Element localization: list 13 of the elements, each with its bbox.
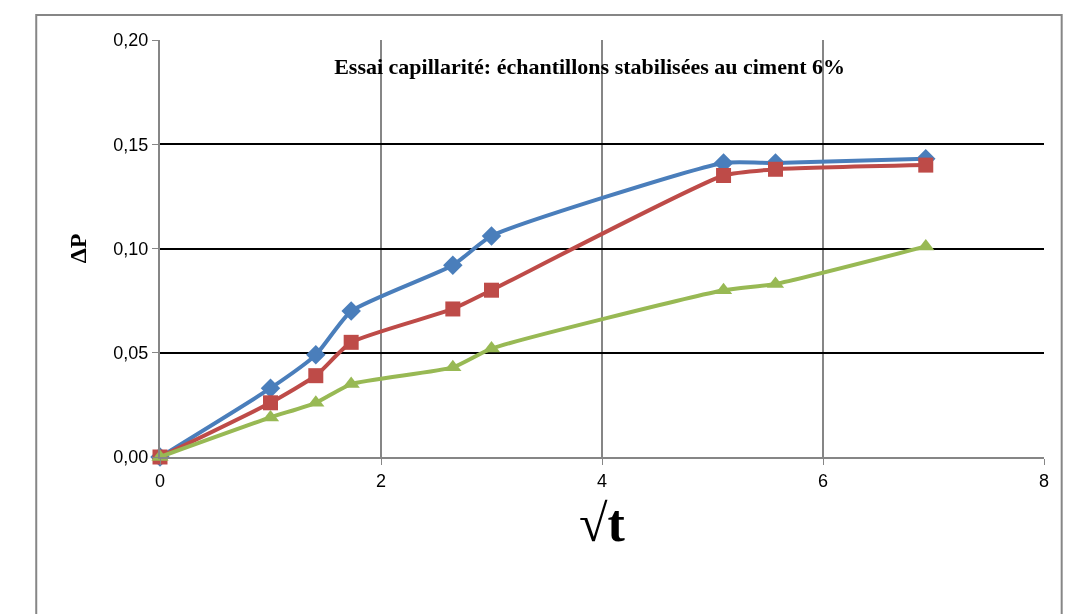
y-tick-label: 0,20 — [113, 30, 149, 51]
x-tick-label: 8 — [1038, 470, 1050, 491]
x-tick-label: 4 — [596, 470, 608, 491]
y-tick-label: 0,05 — [113, 343, 149, 364]
y-tick-label: 0,00 — [113, 447, 149, 468]
text: Essai capillarité: échantillons stabilisées au ciment 6% — [334, 53, 846, 79]
x-tick-label: 2 — [375, 470, 387, 491]
y-tick-label: 0,15 — [113, 134, 149, 155]
x-axis-title: √t — [579, 495, 626, 552]
x-tick-label: 6 — [817, 470, 829, 491]
y-tick-label: 0,10 — [113, 238, 149, 259]
y-axis-title: ΔP — [64, 233, 91, 264]
x-tick-label: 0 — [154, 470, 166, 491]
